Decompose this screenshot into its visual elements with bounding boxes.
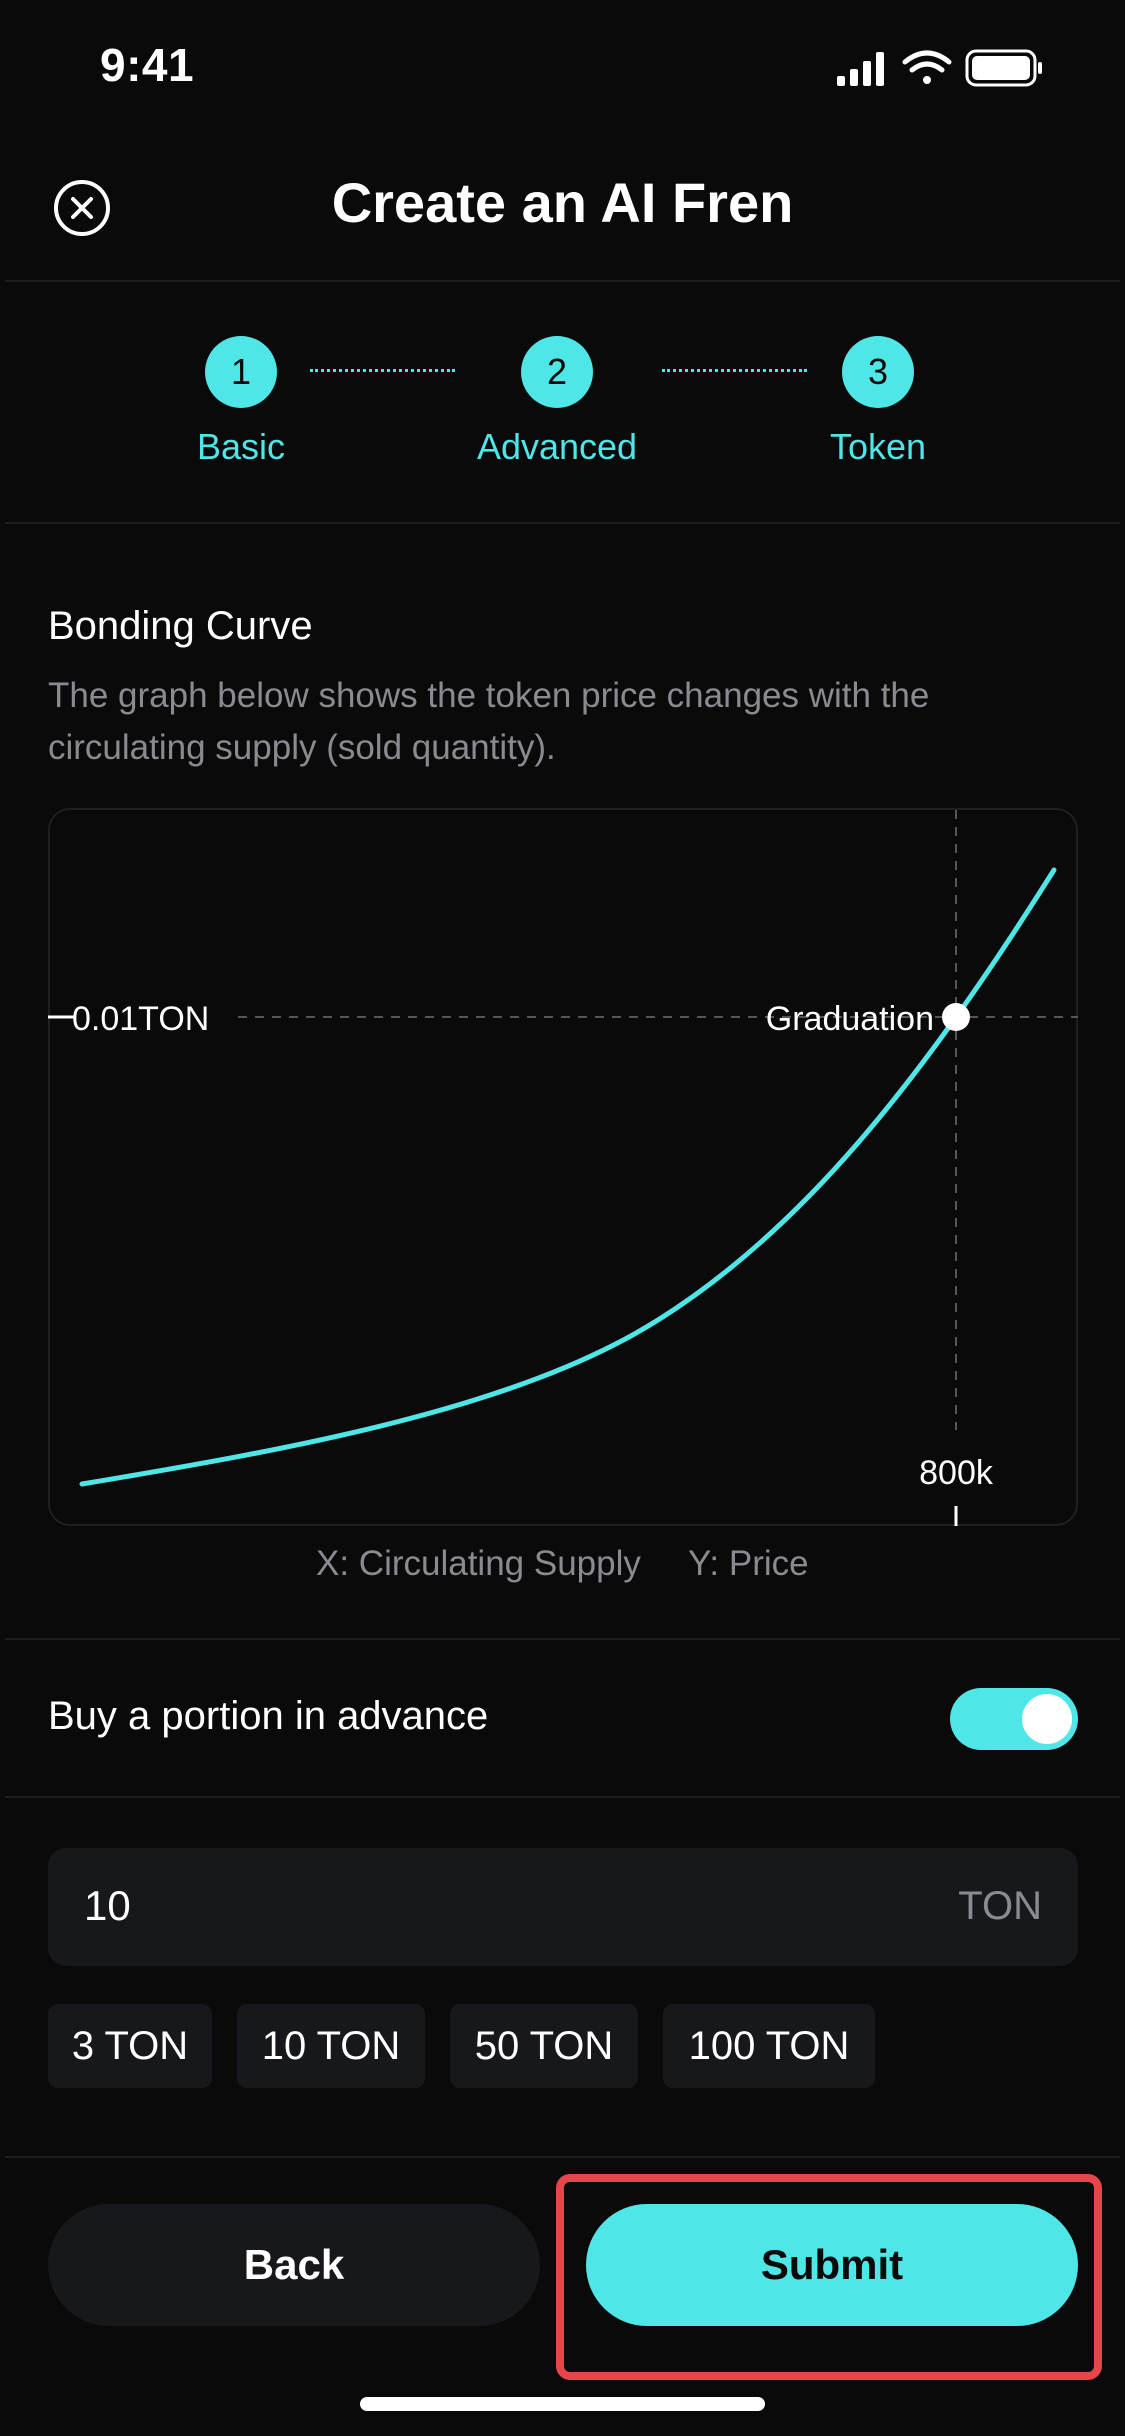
step-3-label: Token	[829, 426, 927, 467]
bonding-curve-title: Bonding Curve	[48, 604, 313, 648]
submit-button[interactable]: Submit	[586, 2204, 1078, 2326]
wifi-icon	[902, 50, 952, 84]
header-divider	[5, 280, 1120, 282]
graduation-label: Graduation	[766, 1000, 934, 1038]
step-2-circle[interactable]: 2	[521, 336, 593, 408]
step-2-label: Advanced	[476, 426, 638, 467]
battery-icon	[965, 49, 1042, 87]
toggle-knob	[1022, 1694, 1072, 1744]
submit-highlight-box	[556, 2174, 1102, 2380]
cellular-signal-icon	[837, 52, 884, 86]
footer-divider	[5, 2156, 1120, 2158]
close-circle-icon[interactable]	[52, 178, 112, 238]
preset-3-ton-button[interactable]: 3 TON	[48, 2004, 212, 2088]
preset-50-ton-button[interactable]: 50 TON	[450, 2004, 638, 2088]
toggle-divider	[5, 1796, 1120, 1798]
step-1-circle[interactable]: 1	[205, 336, 277, 408]
advance-buy-label: Buy a portion in advance	[48, 1694, 489, 1738]
bonding-curve-description: The graph below shows the token price ch…	[48, 676, 930, 767]
preset-100-ton-button[interactable]: 100 TON	[663, 2004, 875, 2088]
x-marker-label: 800k	[919, 1454, 994, 1492]
advance-buy-toggle[interactable]	[950, 1688, 1078, 1750]
step-connector-2	[662, 369, 807, 372]
step-3-circle[interactable]: 3	[842, 336, 914, 408]
amount-unit: TON	[958, 1884, 1042, 1928]
amount-input[interactable]	[84, 1882, 684, 1930]
bonding-curve-chart-frame	[48, 808, 1078, 1526]
step-1-label: Basic	[196, 426, 286, 467]
bonding-curve-chart: 0.01TON Graduation 800k	[48, 810, 1078, 1526]
back-button[interactable]: Back	[48, 2204, 540, 2326]
home-indicator	[360, 2397, 765, 2411]
y-marker-label: 0.01TON	[72, 1000, 209, 1038]
y-axis-note: Y: Price	[688, 1544, 809, 1583]
graduation-point	[942, 1003, 970, 1031]
step-connector-1	[310, 369, 455, 372]
stepper-divider	[5, 522, 1120, 524]
bonding-curve-line	[79, 867, 1057, 1487]
page-title: Create an AI Fren	[331, 171, 794, 234]
preset-10-ton-button[interactable]: 10 TON	[237, 2004, 425, 2088]
amount-field[interactable]: TON	[48, 1848, 1078, 1966]
chart-divider	[5, 1638, 1120, 1640]
status-icons	[837, 49, 1042, 87]
status-time: 9:41	[100, 39, 195, 91]
x-axis-note: X: Circulating Supply	[316, 1544, 641, 1583]
